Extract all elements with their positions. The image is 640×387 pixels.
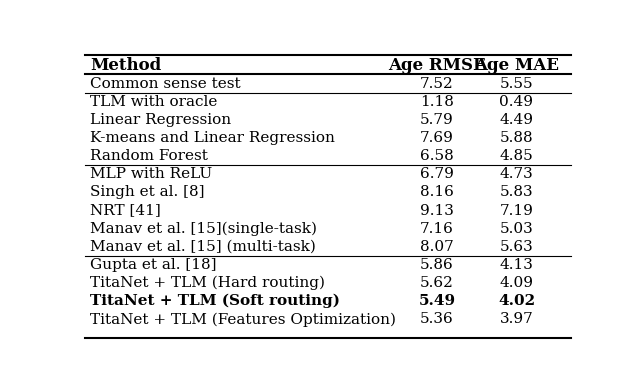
Text: 1.18: 1.18: [420, 95, 454, 109]
Text: K-means and Linear Regression: K-means and Linear Regression: [90, 131, 335, 145]
Text: Linear Regression: Linear Regression: [90, 113, 231, 127]
Text: 4.73: 4.73: [500, 167, 533, 181]
Text: 5.83: 5.83: [500, 185, 533, 199]
Text: 4.13: 4.13: [500, 258, 533, 272]
Text: 8.07: 8.07: [420, 240, 454, 254]
Text: 6.58: 6.58: [420, 149, 454, 163]
Text: TitaNet + TLM (Soft routing): TitaNet + TLM (Soft routing): [90, 294, 340, 308]
Text: Random Forest: Random Forest: [90, 149, 208, 163]
Text: Gupta et al. [18]: Gupta et al. [18]: [90, 258, 216, 272]
Text: NRT [41]: NRT [41]: [90, 204, 161, 217]
Text: Manav et al. [15] (multi-task): Manav et al. [15] (multi-task): [90, 240, 316, 254]
Text: TLM with oracle: TLM with oracle: [90, 95, 218, 109]
Text: Age MAE: Age MAE: [474, 57, 559, 74]
Text: MLP with ReLU: MLP with ReLU: [90, 167, 212, 181]
Text: Singh et al. [8]: Singh et al. [8]: [90, 185, 204, 199]
Text: 5.63: 5.63: [500, 240, 533, 254]
Text: 7.19: 7.19: [500, 204, 533, 217]
Text: 4.85: 4.85: [500, 149, 533, 163]
Text: 0.49: 0.49: [499, 95, 534, 109]
Text: 7.52: 7.52: [420, 77, 454, 91]
Text: 4.49: 4.49: [499, 113, 534, 127]
Text: 5.86: 5.86: [420, 258, 454, 272]
Text: Method: Method: [90, 57, 161, 74]
Text: 8.16: 8.16: [420, 185, 454, 199]
Text: 5.79: 5.79: [420, 113, 454, 127]
Text: 5.88: 5.88: [500, 131, 533, 145]
Text: Common sense test: Common sense test: [90, 77, 241, 91]
Text: 5.62: 5.62: [420, 276, 454, 290]
Text: 9.13: 9.13: [420, 204, 454, 217]
Text: 5.36: 5.36: [420, 312, 454, 326]
Text: Manav et al. [15](single-task): Manav et al. [15](single-task): [90, 221, 317, 236]
Text: 5.55: 5.55: [500, 77, 533, 91]
Text: Age RMSE: Age RMSE: [388, 57, 486, 74]
Text: 5.49: 5.49: [419, 294, 456, 308]
Text: 3.97: 3.97: [500, 312, 533, 326]
Text: 7.16: 7.16: [420, 222, 454, 236]
Text: 5.03: 5.03: [500, 222, 533, 236]
Text: TitaNet + TLM (Hard routing): TitaNet + TLM (Hard routing): [90, 276, 325, 290]
Text: 4.02: 4.02: [498, 294, 535, 308]
Text: TitaNet + TLM (Features Optimization): TitaNet + TLM (Features Optimization): [90, 312, 396, 327]
Text: 6.79: 6.79: [420, 167, 454, 181]
Text: 4.09: 4.09: [499, 276, 534, 290]
Text: 7.69: 7.69: [420, 131, 454, 145]
